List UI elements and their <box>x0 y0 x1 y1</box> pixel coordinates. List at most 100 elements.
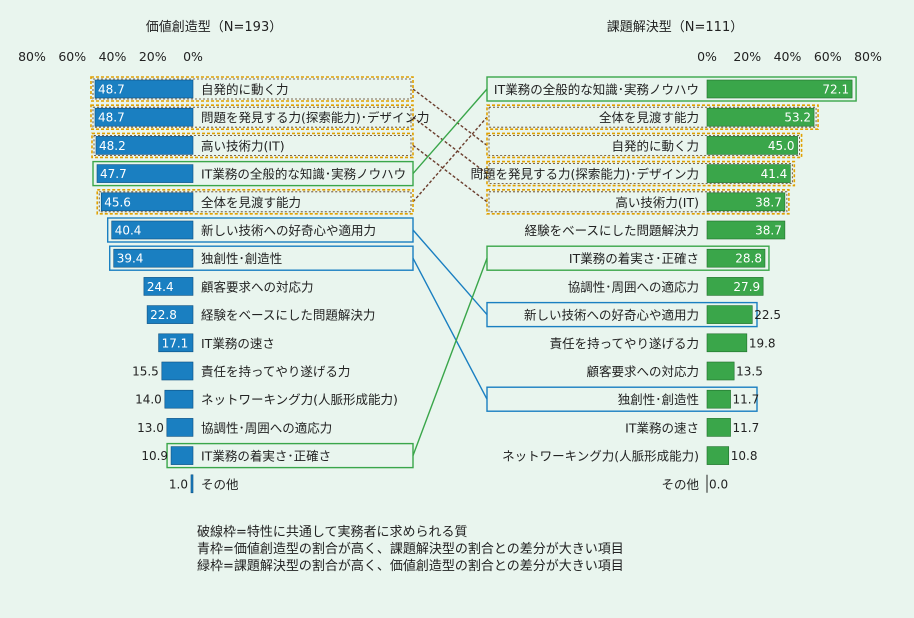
right-bar <box>706 79 853 99</box>
right-tick-label: 40% <box>774 49 802 64</box>
connector-line <box>412 88 488 146</box>
right-bar-value: 19.8 <box>749 336 776 350</box>
right-frame <box>486 160 796 187</box>
left-bar <box>161 361 194 381</box>
right-bar <box>706 220 786 240</box>
connector-line <box>412 116 488 175</box>
right-tick-label: 60% <box>814 49 842 64</box>
right-frame <box>486 301 758 328</box>
connector-lines <box>412 88 488 456</box>
right-category-label: IT業務の速さ <box>625 420 699 435</box>
left-bar-value: 24.4 <box>147 280 174 294</box>
right-frame-inner <box>488 163 793 185</box>
left-frame <box>109 245 414 271</box>
left-bar <box>158 333 194 353</box>
right-bar-value: 22.5 <box>754 308 781 322</box>
right-bar-value: 0.0 <box>709 477 728 491</box>
left-category-label: 独創性･創造性 <box>201 251 282 266</box>
right-frame-inner <box>488 191 788 213</box>
left-bar-value: 48.7 <box>98 111 125 125</box>
left-bar <box>111 220 194 240</box>
right-series: 72.1 IT業務の全般的な知識･実務ノウハウ 53.2 全体を見渡す能力 45.0 自発… <box>470 76 857 493</box>
left-tick-label: 60% <box>58 49 86 64</box>
right-bar-value: 41.4 <box>761 167 788 181</box>
left-bar-value: 48.2 <box>99 139 126 153</box>
left-frame <box>90 76 414 102</box>
right-bar-value: 72.1 <box>822 83 849 97</box>
right-frame-inner <box>488 134 800 156</box>
left-bar-value: 22.8 <box>150 308 177 322</box>
legend-line-green: 緑枠=課題解決型の割合が高く、価値創造型の割合との差分が大きい項目 <box>197 559 624 574</box>
left-chart-title: 価値創造型（N=193） <box>146 19 282 35</box>
left-bar <box>146 305 194 324</box>
left-bar <box>96 164 194 183</box>
right-bar <box>706 248 766 268</box>
right-category-label: 経験をベースにした問題解決力 <box>525 223 699 238</box>
connector-line <box>412 116 488 203</box>
right-bar <box>706 446 730 465</box>
right-bar <box>706 389 731 409</box>
left-bar-value: 45.6 <box>104 195 131 209</box>
connector-line <box>412 229 488 316</box>
right-frame <box>486 245 770 271</box>
right-category-label: その他 <box>661 477 699 492</box>
left-category-label: IT業務の全般的な知識･実務ノウハウ <box>201 167 406 182</box>
left-axis-ticks: 80% 60% 40% 20% 0% <box>18 49 203 64</box>
right-bar-value: 11.7 <box>733 393 760 407</box>
right-frame <box>486 132 803 159</box>
right-category-label: 顧客要求への対応力 <box>586 364 699 379</box>
legend-line-dashed: 破線枠=特性に共通して実務者に求められる質 <box>197 525 468 540</box>
left-category-label: ネットワーキング力(人脈形成能力) <box>201 392 398 407</box>
left-frame-inner <box>92 106 412 128</box>
left-bar-value: 14.0 <box>135 393 162 407</box>
left-bar-value: 10.9 <box>141 449 168 463</box>
right-axis-ticks: 0% 20% 40% 60% 80% <box>697 49 882 64</box>
left-frame <box>166 442 414 469</box>
left-series: 48.7 自発的に動く力 48.7 問題を発見する力(探索能力)･デザイン力 48.2 高… <box>90 76 430 494</box>
right-frame <box>486 189 790 215</box>
left-category-label: 協調性･周囲への適応力 <box>201 420 332 435</box>
right-bar-value: 38.7 <box>755 224 782 238</box>
left-category-label: IT業務の速さ <box>201 336 275 351</box>
right-bar <box>706 136 798 155</box>
right-tick-label: 20% <box>733 49 761 64</box>
left-frame <box>91 132 414 159</box>
right-category-label: 独創性･創造性 <box>618 392 699 407</box>
left-bar-value: 48.7 <box>98 83 125 97</box>
left-bar <box>94 107 194 127</box>
right-frame <box>486 386 758 412</box>
left-tick-label: 20% <box>139 49 167 64</box>
left-frame <box>96 189 414 215</box>
right-bar <box>706 418 731 437</box>
left-bar <box>100 192 194 212</box>
left-category-label: 経験をベースにした問題解決力 <box>201 308 375 323</box>
left-tick-label: 80% <box>18 49 46 64</box>
left-bar-value: 47.7 <box>100 167 127 181</box>
left-category-label: 全体を見渡す能力 <box>201 195 301 210</box>
legend: 破線枠=特性に共通して実務者に求められる質 青枠=価値創造型の割合が高く、課題解… <box>197 524 624 575</box>
right-category-label: 新しい技術への好奇心や適用力 <box>524 308 699 323</box>
left-bar-value: 1.0 <box>169 477 188 491</box>
left-frame <box>90 104 414 130</box>
right-frame <box>486 104 819 130</box>
right-tick-label: 0% <box>697 49 717 64</box>
right-bar-value: 13.5 <box>736 365 763 379</box>
right-category-label: ネットワーキング力(人脈形成能力) <box>502 449 699 464</box>
right-bar <box>706 333 748 353</box>
connector-line <box>412 144 488 203</box>
right-category-label: 協調性･周囲への適応力 <box>568 279 699 294</box>
left-bar <box>143 277 194 296</box>
right-bar-value: 53.2 <box>784 111 811 125</box>
left-category-label: 高い技術力(IT) <box>201 138 285 153</box>
left-frame <box>92 160 414 187</box>
right-bar <box>706 361 735 381</box>
right-bar <box>706 277 764 296</box>
left-bar <box>164 389 194 409</box>
right-bar-value: 45.0 <box>768 139 795 153</box>
right-bar-value: 11.7 <box>733 421 760 435</box>
left-category-label: 責任を持ってやり遂げる力 <box>201 364 350 379</box>
left-bar-value: 39.4 <box>117 252 144 266</box>
right-tick-label: 80% <box>854 49 882 64</box>
right-bar-value: 38.7 <box>755 195 782 209</box>
